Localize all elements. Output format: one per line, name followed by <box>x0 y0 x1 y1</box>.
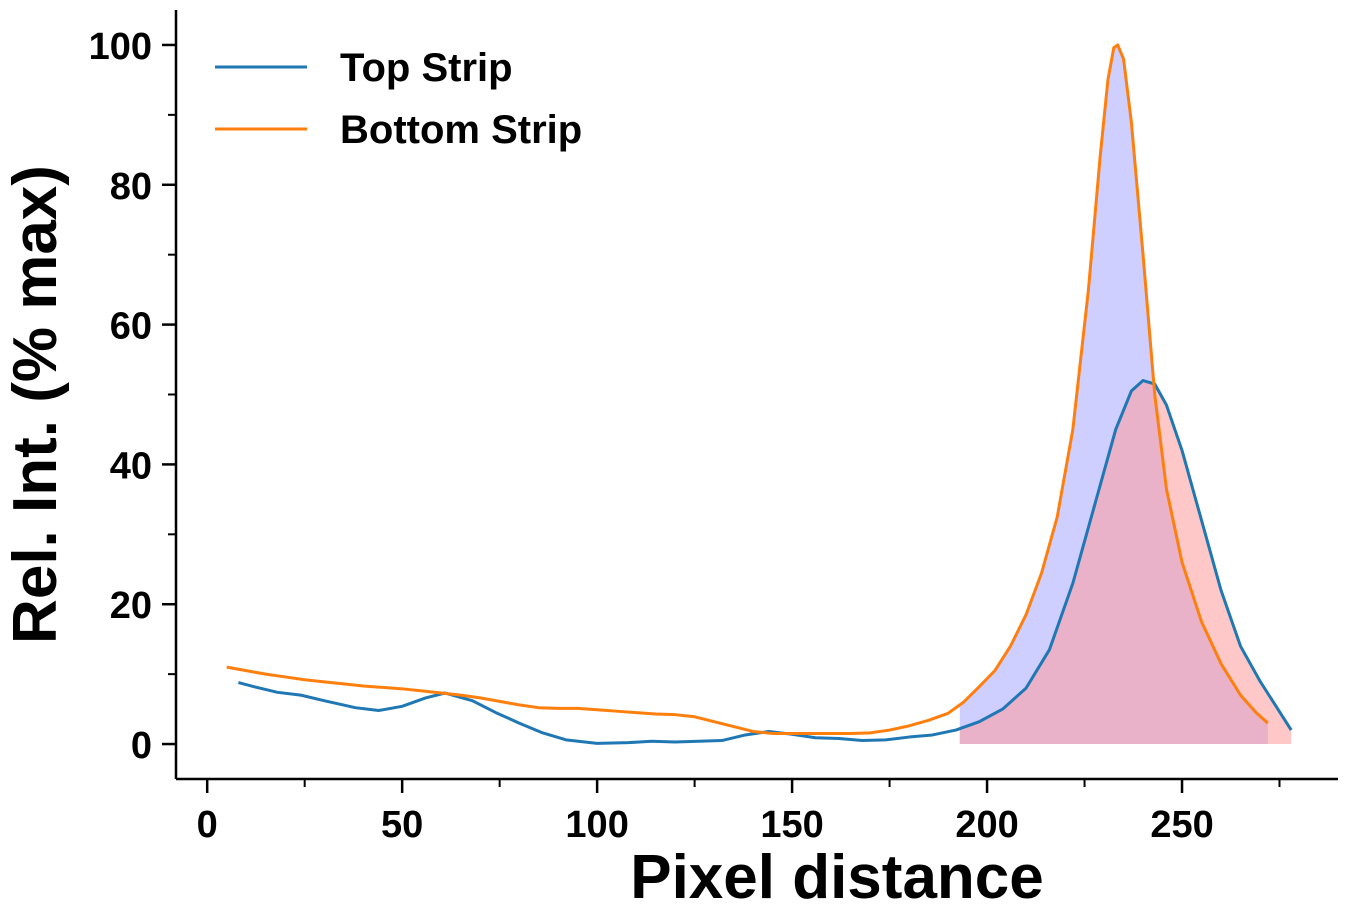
area-fills <box>959 44 1292 745</box>
y-tick-label: 20 <box>110 585 152 627</box>
top-strip-area-fill <box>959 380 1292 745</box>
ticks: 0 50 100 150 200 250 0 20 40 60 80 100 <box>89 26 1281 846</box>
x-tick-label: 100 <box>565 804 628 846</box>
y-tick-label: 40 <box>110 445 152 487</box>
bottom-strip-line <box>226 43 1269 736</box>
y-tick-label: 0 <box>131 725 152 767</box>
y-tick-label: 80 <box>110 166 152 208</box>
x-tick-label: 150 <box>760 804 823 846</box>
bottom-strip-area-fill <box>959 44 1268 745</box>
legend: Top Strip Bottom Strip <box>215 46 582 152</box>
y-tick-label: 60 <box>110 306 152 348</box>
series-lines <box>226 43 1293 745</box>
x-axis-title: Pixel distance <box>630 843 1044 912</box>
x-tick-label: 0 <box>197 804 218 846</box>
x-tick-label: 50 <box>381 804 423 846</box>
y-tick-label: 100 <box>89 26 152 68</box>
legend-label-top-strip: Top Strip <box>340 46 513 90</box>
x-tick-label: 200 <box>955 804 1018 846</box>
y-axis-title: Rel. Int. (% max) <box>1 165 70 644</box>
legend-label-bottom-strip: Bottom Strip <box>340 108 582 152</box>
x-tick-label: 250 <box>1150 804 1213 846</box>
